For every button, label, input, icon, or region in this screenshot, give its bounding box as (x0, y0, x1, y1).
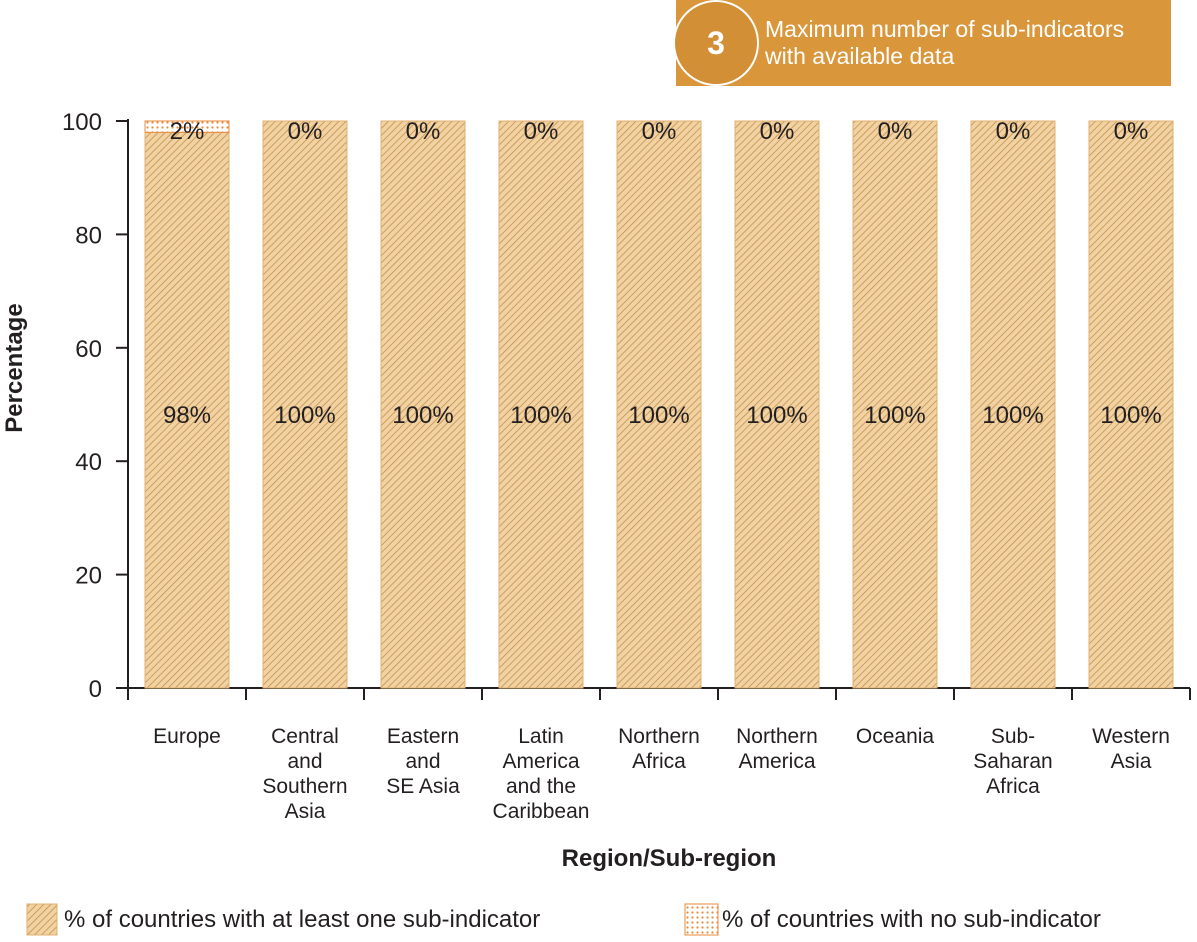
bar-at-least-one (498, 120, 584, 689)
data-label-no-sub-indicator: 0% (406, 118, 441, 145)
data-label-no-sub-indicator: 0% (1114, 118, 1149, 145)
y-tick-label: 40 (75, 449, 102, 476)
bar-at-least-one (970, 120, 1056, 689)
data-label-at-least-one: 100% (392, 402, 453, 429)
legend-swatch-hatch (26, 903, 58, 936)
data-label-at-least-one: 100% (628, 402, 689, 429)
legend-swatch-dots (684, 903, 719, 936)
bar-no-sub-indicator (144, 120, 230, 133)
bar-at-least-one (1088, 120, 1174, 689)
legend-label: % of countries with no sub-indicator (722, 906, 1101, 933)
data-label-at-least-one: 100% (982, 402, 1043, 429)
x-tick-label: Oceania (856, 725, 935, 748)
bar-at-least-one (144, 131, 230, 689)
x-tick-label: Northern Africa (618, 725, 700, 773)
x-tick-label: Latin America and the Caribbean (493, 725, 590, 823)
legend-label: % of countries with at least one sub-ind… (64, 906, 540, 933)
y-tick-label: 60 (75, 336, 102, 363)
x-axis-label: Region/Sub-region (562, 845, 777, 872)
data-label-no-sub-indicator: 0% (288, 118, 323, 145)
bar-at-least-one (852, 120, 938, 689)
data-label-at-least-one: 100% (1100, 402, 1161, 429)
bar-at-least-one (380, 120, 466, 689)
banner-text: Maximum number of sub-indicators with av… (765, 16, 1125, 69)
data-label-no-sub-indicator: 0% (760, 118, 795, 145)
bars (144, 120, 1174, 689)
bar-at-least-one (616, 120, 702, 689)
y-axis: 0 20 40 60 80 100 (62, 109, 129, 703)
x-tick-label: Sub-Saharan Africa (973, 725, 1052, 798)
x-tick-labels: Europe Central and Southern Asia Eastern and SE… (153, 725, 1170, 823)
x-tick-label: Western Asia (1092, 725, 1170, 773)
bar-at-least-one (734, 120, 820, 689)
data-label-no-sub-indicator: 0% (996, 118, 1031, 145)
data-label-no-sub-indicator: 0% (524, 118, 559, 145)
data-label-at-least-one: 100% (510, 402, 571, 429)
y-tick-label: 100 (62, 109, 102, 136)
x-tick-label: Europe (153, 725, 221, 748)
x-tick-label: Northern America (736, 725, 818, 773)
bar-at-least-one (262, 120, 348, 689)
data-label-at-least-one: 100% (746, 402, 807, 429)
data-label-at-least-one: 100% (274, 402, 335, 429)
y-tick-label: 80 (75, 222, 102, 249)
data-label-no-sub-indicator: 0% (878, 118, 913, 145)
data-label-no-sub-indicator: 2% (170, 118, 205, 145)
x-axis (127, 687, 1191, 700)
data-label-no-sub-indicator: 0% (642, 118, 677, 145)
x-tick-label: Central and Southern Asia (262, 725, 347, 823)
y-axis-label: Percentage (1, 303, 28, 432)
legend: % of countries with at least one sub-ind… (26, 903, 1101, 936)
legend-item-no-sub-indicator: % of countries with no sub-indicator (684, 903, 1101, 936)
x-tick-label: Eastern and SE Asia (386, 725, 460, 798)
bar-labels: 98% 2% 100% 0% 100% 0% 100% 0% 100% 0% 100% 0% 100% 0… (163, 118, 1162, 429)
banner-number-badge: 3 (673, 0, 759, 86)
banner-number: 3 (707, 24, 725, 61)
legend-item-at-least-one: % of countries with at least one sub-ind… (26, 903, 540, 936)
data-label-at-least-one: 100% (864, 402, 925, 429)
y-tick-label: 20 (75, 563, 102, 590)
data-label-at-least-one: 98% (163, 402, 211, 429)
y-tick-label: 0 (89, 676, 102, 703)
